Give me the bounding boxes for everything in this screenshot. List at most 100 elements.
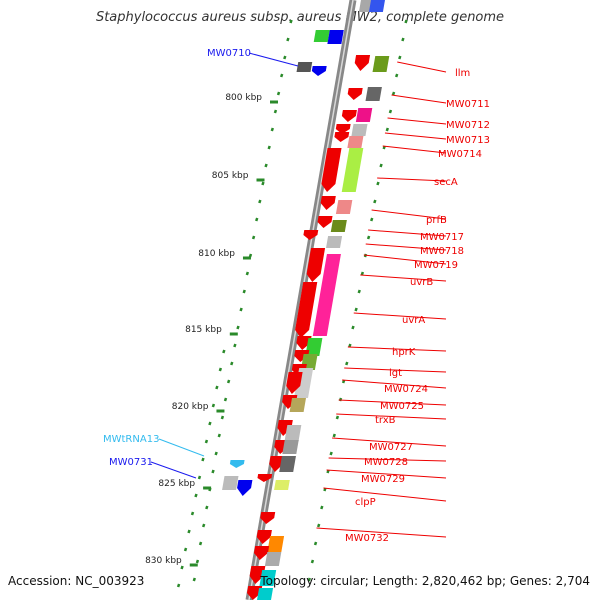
minor-tick-right <box>313 541 318 546</box>
minor-tick-right <box>357 289 361 294</box>
minor-tick-left <box>255 217 259 222</box>
minor-tick-left <box>195 559 200 564</box>
gene-feature <box>368 0 385 12</box>
gene-arrow <box>260 512 276 524</box>
minor-tick-left <box>261 181 265 186</box>
minor-tick-right <box>345 361 349 366</box>
leader-line-right <box>332 437 447 447</box>
minor-tick-outer <box>201 457 205 462</box>
minor-tick-left <box>236 325 240 330</box>
gene-label-left: MWtRNA13 <box>103 434 159 445</box>
minor-tick-right <box>388 109 393 114</box>
gene-label-right: hprK <box>392 347 416 358</box>
gene-arrow <box>253 546 270 560</box>
minor-tick-left <box>273 109 278 114</box>
minor-tick-left <box>201 523 206 528</box>
minor-tick-right <box>391 91 396 96</box>
accession-text: Accession: NC_003923 <box>8 574 145 588</box>
kbp-label: 820 kbp <box>172 402 209 412</box>
minor-tick-left <box>264 163 268 168</box>
minor-tick-right <box>310 559 315 564</box>
minor-tick-left <box>251 235 256 240</box>
gene-label-right: uvrB <box>410 277 433 288</box>
leader-line-right <box>328 457 447 462</box>
leader-line-right <box>384 132 447 140</box>
gene-label-right: trxB <box>375 415 396 426</box>
gene-feature <box>305 338 323 356</box>
gene-label-right: MW0714 <box>438 149 482 160</box>
leader-line-right <box>382 145 447 154</box>
minor-tick-outer <box>218 367 223 372</box>
leader-line-right <box>323 487 447 502</box>
gene-arrow <box>317 216 333 228</box>
gene-arrow <box>269 456 285 472</box>
kbp-label: 825 kbp <box>158 479 195 489</box>
gene-feature <box>284 425 302 441</box>
minor-tick-outer <box>222 349 226 354</box>
leader-line-right <box>387 117 447 125</box>
minor-tick-right <box>335 415 340 420</box>
minor-tick-left <box>198 541 203 546</box>
minor-tick-outer <box>190 511 195 516</box>
minor-tick-left <box>230 361 234 366</box>
minor-tick-right <box>376 181 380 186</box>
leader-line-left <box>158 438 205 457</box>
gene-feature <box>222 476 239 490</box>
minor-tick-left <box>276 91 281 96</box>
gene-label-right: MW0719 <box>414 260 458 271</box>
gene-feature <box>257 588 274 600</box>
minor-tick-outer <box>180 565 184 570</box>
gene-feature <box>313 30 330 42</box>
gene-arrow <box>334 132 350 142</box>
gene-arrow <box>296 336 312 350</box>
leader-line-right <box>363 254 447 265</box>
gene-arrow <box>256 530 272 544</box>
minor-tick-right <box>329 451 333 456</box>
minor-tick-outer <box>183 547 188 552</box>
gene-arrow <box>237 480 253 496</box>
minor-tick-left <box>223 397 228 402</box>
gene-arrow <box>294 350 310 362</box>
gene-feature <box>326 236 343 248</box>
gene-label-right: MW0713 <box>446 135 490 146</box>
gene-label-right: clpP <box>355 497 376 508</box>
leader-line-right <box>336 413 447 420</box>
minor-tick-right <box>370 217 374 222</box>
minor-tick-left <box>267 145 271 150</box>
minor-tick-right <box>404 19 408 24</box>
minor-tick-outer <box>176 583 181 588</box>
gene-feature <box>282 440 299 454</box>
minor-tick-left <box>286 37 290 42</box>
minor-tick-left <box>220 415 225 420</box>
minor-tick-left <box>211 469 215 474</box>
gene-feature <box>347 136 364 148</box>
leader-line-right <box>316 527 447 538</box>
minor-tick-left <box>245 271 250 276</box>
kbp-label: 815 kbp <box>185 325 222 335</box>
kbp-label: 830 kbp <box>145 556 182 566</box>
gene-feature <box>372 56 390 72</box>
minor-tick-right <box>379 163 383 168</box>
kbp-label: 810 kbp <box>198 249 235 259</box>
gene-feature <box>351 124 368 136</box>
minor-tick-outer <box>208 421 212 426</box>
gene-label-right: MW0718 <box>420 246 464 257</box>
minor-tick-left <box>289 19 293 24</box>
gene-feature <box>296 62 313 72</box>
gene-arrow <box>286 372 303 394</box>
minor-tick-left <box>233 343 237 348</box>
gene-arrow <box>321 148 342 192</box>
minor-tick-left <box>242 289 246 294</box>
kbp-label: 805 kbp <box>212 171 249 181</box>
gene-arrow <box>277 420 293 436</box>
minor-tick-right <box>385 127 389 132</box>
minor-tick-right <box>401 37 405 42</box>
gene-label-right: MW0711 <box>446 99 490 110</box>
gene-feature <box>341 148 364 192</box>
leader-line-right <box>342 379 447 389</box>
minor-tick-left <box>279 73 284 78</box>
minor-tick-right <box>332 433 336 438</box>
minor-tick-outer <box>194 493 198 498</box>
gene-label-right: lgt <box>389 368 402 379</box>
